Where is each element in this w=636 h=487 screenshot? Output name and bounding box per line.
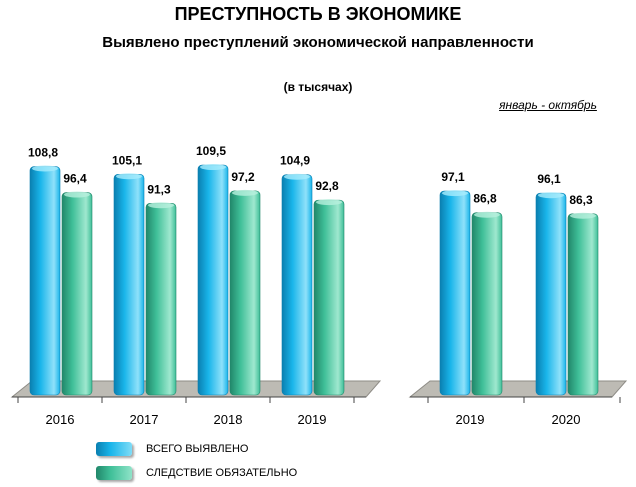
chart-title: ПРЕСТУПНОСТЬ В ЭКОНОМИКЕ [174,4,462,24]
bar-mandatory [145,202,177,396]
bar-total [439,190,471,396]
bar-mandatory-top [316,199,342,206]
bar-total-top [442,190,468,197]
legend-item-total: ВСЕГО ВЫЯВЛЕНО [96,442,249,456]
data-label-mandatory: 96,4 [63,172,87,186]
x-tick-label: 2017 [130,412,159,427]
period-label: январь - октябрь [499,98,597,112]
bar-chart-area: 108,8 96,4 2016 105,1 91,3 2017 109,5 97,2 2018 1… [10,144,628,427]
bar-mandatory-top [148,202,174,209]
x-tick-label: 2018 [214,412,243,427]
x-tick-label: 2019 [298,412,327,427]
units-label: (в тысячах) [283,80,353,94]
bar-mandatory [313,199,345,396]
bar-mandatory [61,192,93,396]
x-tick-label: 2020 [552,412,581,427]
bar-total-top [200,164,226,171]
chart-subtitle: Выявлено преступлений экономической напр… [102,34,534,51]
bar-total-top [538,192,564,199]
legend-label-mandatory: СЛЕДСТВИЕ ОБЯЗАТЕЛЬНО [146,467,298,479]
bar-total [197,164,229,396]
data-label-total: 109,5 [196,144,226,158]
data-label-mandatory: 86,8 [473,192,497,206]
data-label-mandatory: 92,8 [315,179,339,193]
data-label-mandatory: 86,3 [569,193,593,207]
bar-mandatory [471,212,503,396]
legend-swatch-mandatory [96,466,132,480]
bar-mandatory-top [232,189,258,196]
bar-mandatory-top [474,211,500,218]
x-tick-label: 2019 [456,412,485,427]
data-label-mandatory: 91,3 [147,182,171,196]
data-label-total: 104,9 [280,154,310,168]
legend-swatch-total [96,442,132,456]
bar-total [113,173,145,396]
bar-total-top [116,173,142,180]
bar-total-top [284,173,310,180]
bar-mandatory-top [64,191,90,198]
bar-total [281,174,313,396]
data-label-total: 108,8 [28,146,58,160]
bar-total [29,166,61,396]
x-tick-label: 2016 [46,412,75,427]
bar-mandatory-top [570,212,596,219]
data-label-mandatory: 97,2 [231,170,255,184]
legend-item-mandatory: СЛЕДСТВИЕ ОБЯЗАТЕЛЬНО [96,466,297,480]
data-label-total: 105,1 [112,153,142,167]
legend-label-total: ВСЕГО ВЫЯВЛЕНО [146,443,249,455]
bar-mandatory [229,190,261,396]
bar-total-top [32,165,58,172]
data-label-total: 96,1 [537,172,561,186]
bar-mandatory [567,213,599,396]
data-label-total: 97,1 [441,170,465,184]
bar-total [535,192,567,396]
